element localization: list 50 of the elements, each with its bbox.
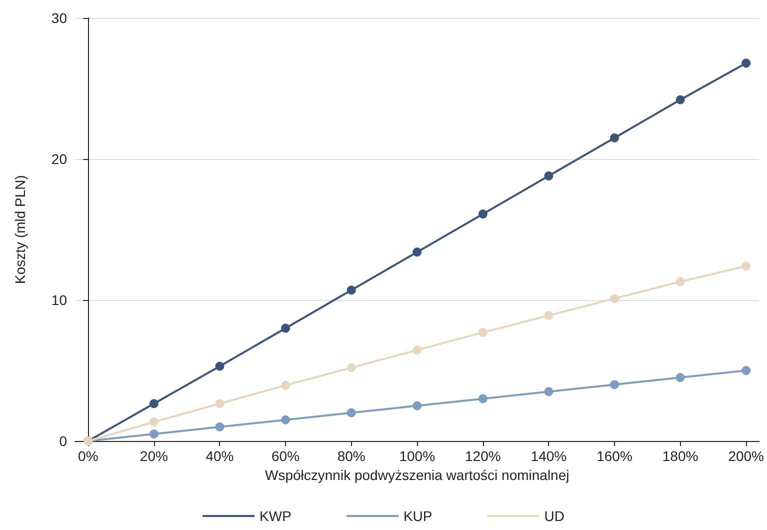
y-tick-label: 30: [51, 10, 68, 26]
point: [676, 95, 685, 104]
point: [742, 58, 751, 68]
point: [610, 380, 620, 390]
point: [478, 328, 488, 337]
point: [281, 324, 290, 333]
point: [742, 366, 751, 375]
x-axis-title: Współczynnik podwyższenia wartości nominalnej: [265, 467, 570, 483]
point: [215, 399, 224, 408]
point: [346, 363, 356, 372]
point: [610, 133, 620, 142]
point: [544, 387, 554, 396]
point: [215, 362, 224, 371]
point: [610, 294, 620, 304]
x-tick-label: 0%: [78, 448, 98, 464]
x-tick-label: 100%: [399, 448, 436, 464]
x-tick-label: 60%: [272, 448, 300, 464]
legend-label: UD: [544, 508, 564, 524]
y-tick-label: 0: [59, 433, 68, 449]
point: [478, 394, 488, 404]
point: [281, 415, 290, 424]
point: [544, 171, 554, 180]
point: [215, 422, 224, 432]
point: [412, 248, 422, 257]
y-tick-label: 20: [51, 151, 68, 167]
x-tick-label: 80%: [337, 448, 366, 464]
x-tick-label: 120%: [465, 448, 501, 464]
legend-label: KWP: [260, 508, 292, 524]
y-tick-label: 10: [51, 292, 68, 308]
point: [346, 408, 356, 418]
point: [149, 399, 158, 408]
point: [149, 417, 158, 426]
point: [478, 209, 488, 218]
x-tick-label: 180%: [662, 448, 698, 464]
point: [281, 380, 290, 390]
x-tick-label: 40%: [206, 448, 234, 464]
point: [346, 286, 356, 295]
x-tick-label: 200%: [728, 448, 764, 464]
point: [544, 311, 554, 320]
point: [676, 373, 685, 382]
point: [412, 401, 422, 410]
point: [412, 346, 422, 355]
x-tick-label: 160%: [596, 448, 632, 464]
point: [149, 429, 158, 438]
y-axis-title: Koszty (mld PLN): [12, 175, 28, 284]
point: [742, 262, 751, 271]
legend-label: KUP: [403, 508, 432, 524]
x-tick-label: 20%: [140, 448, 168, 464]
point: [676, 277, 685, 286]
x-tick-label: 140%: [530, 448, 567, 464]
